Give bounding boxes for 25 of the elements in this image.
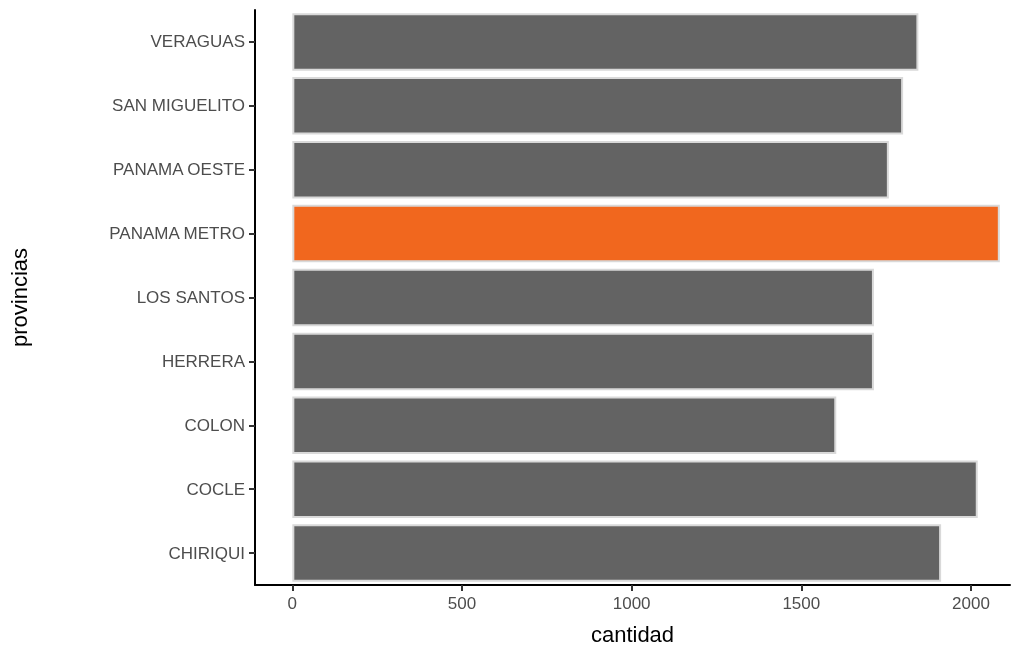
bar (292, 13, 919, 71)
x-axis-title: cantidad (590, 621, 675, 647)
y-tick-label: PANAMA OESTE (113, 160, 245, 180)
x-tick-label: 0 (287, 594, 298, 613)
bar (292, 396, 837, 455)
y-tick-label: SAN MIGUELITO (112, 96, 245, 116)
bar (292, 460, 978, 518)
x-tick-label: 2000 (952, 594, 990, 613)
y-tick-label: CHIRIQUI (168, 543, 245, 563)
x-tick-label: 1500 (782, 594, 821, 613)
bar (292, 332, 874, 391)
x-tick-label: 500 (447, 594, 477, 613)
bar (292, 524, 942, 582)
y-axis-title: provincias (6, 247, 32, 348)
y-tick-label: LOS SANTOS (136, 288, 245, 307)
bar (292, 268, 874, 327)
x-tick-label: 1000 (612, 594, 651, 613)
y-tick-label: COCLE (186, 479, 245, 499)
bar (292, 140, 889, 199)
y-tick-label: HERRERA (161, 351, 246, 371)
y-tick-label: COLON (184, 415, 245, 435)
bar (292, 204, 1000, 263)
y-tick-label: VERAGUAS (150, 32, 245, 52)
y-tick-label: PANAMA METRO (109, 224, 245, 244)
bar (292, 77, 904, 135)
